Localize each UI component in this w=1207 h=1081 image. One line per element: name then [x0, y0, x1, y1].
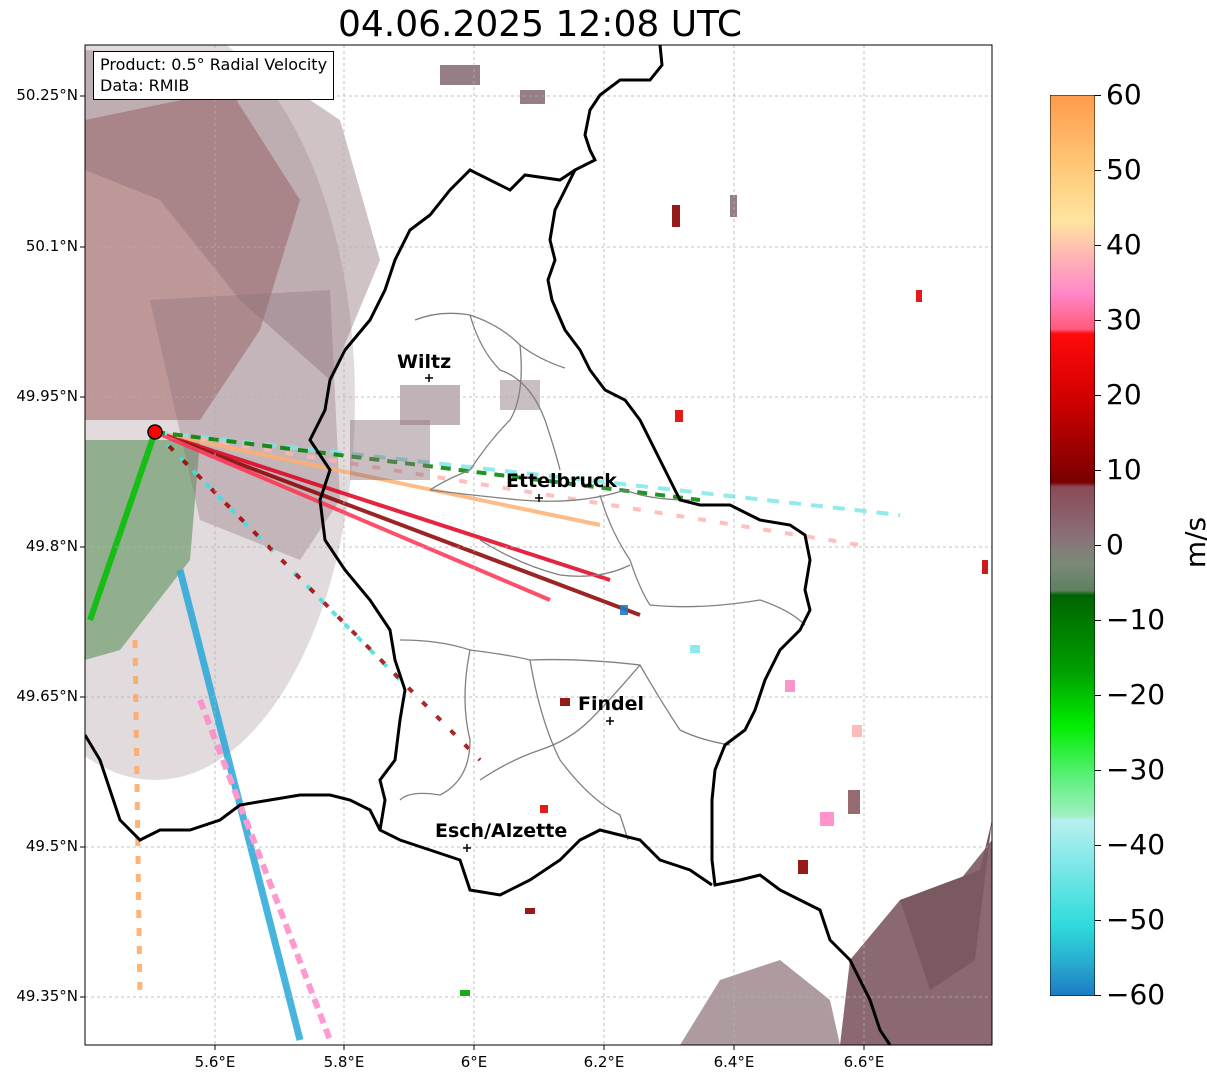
map-title: 04.06.2025 12:08 UTC	[337, 4, 743, 45]
canton-boundaries	[399, 312, 806, 841]
colorbar-tick-label: −30	[1106, 753, 1166, 786]
lon-label: 6.2°E	[583, 1053, 625, 1071]
product-info-box: Product: 0.5° Radial Velocity Data: RMIB	[93, 51, 335, 100]
lon-label: 6.6°E	[843, 1053, 885, 1071]
lat-label: 49.35°N	[16, 987, 78, 1005]
city-label-ettelbruck: Ettelbruck	[506, 470, 617, 492]
lon-label: 5.8°E	[323, 1053, 365, 1071]
colorbar-tick-label: −60	[1106, 978, 1166, 1011]
city-label-esch-alzette: Esch/Alzette	[435, 820, 568, 842]
colorbar-tick-label: −50	[1106, 903, 1166, 936]
colorbar-tick-label: −20	[1106, 678, 1166, 711]
colorbar-tick-label: 10	[1106, 453, 1142, 486]
lat-label: 50.1°N	[25, 237, 78, 255]
product-label: Product: 0.5° Radial Velocity	[100, 55, 328, 74]
colorbar-tick-label: 50	[1106, 153, 1142, 186]
colorbar-tick-label: 40	[1106, 228, 1142, 261]
city-label-findel: Findel	[578, 693, 645, 715]
colorbar-tick-label: −40	[1106, 828, 1166, 861]
colorbar-tick-label: 30	[1106, 303, 1142, 336]
colorbar-tick-label: 60	[1106, 78, 1142, 111]
colorbar	[1050, 95, 1095, 996]
national-borders	[85, 45, 892, 1045]
lat-label: 49.8°N	[25, 537, 78, 555]
colorbar-tick-label: 0	[1106, 528, 1124, 561]
lon-label: 5.6°E	[194, 1053, 236, 1071]
lat-label: 49.65°N	[16, 687, 78, 705]
map-frame	[84, 44, 993, 1046]
lat-label: 49.95°N	[16, 387, 78, 405]
city-markers	[425, 374, 614, 852]
lon-label: 6.4°E	[713, 1053, 755, 1071]
data-source-label: Data: RMIB	[100, 76, 190, 95]
lon-label: 6°E	[460, 1053, 488, 1071]
lat-label: 49.5°N	[25, 837, 78, 855]
radar-site-marker	[147, 424, 163, 440]
city-label-wiltz: Wiltz	[397, 351, 452, 373]
lat-label: 50.25°N	[16, 86, 78, 104]
colorbar-tick-label: 20	[1106, 378, 1142, 411]
colorbar-unit-label: m/s	[1179, 516, 1207, 569]
colorbar-tick-label: −10	[1106, 603, 1166, 636]
radar-layer	[85, 45, 992, 1045]
